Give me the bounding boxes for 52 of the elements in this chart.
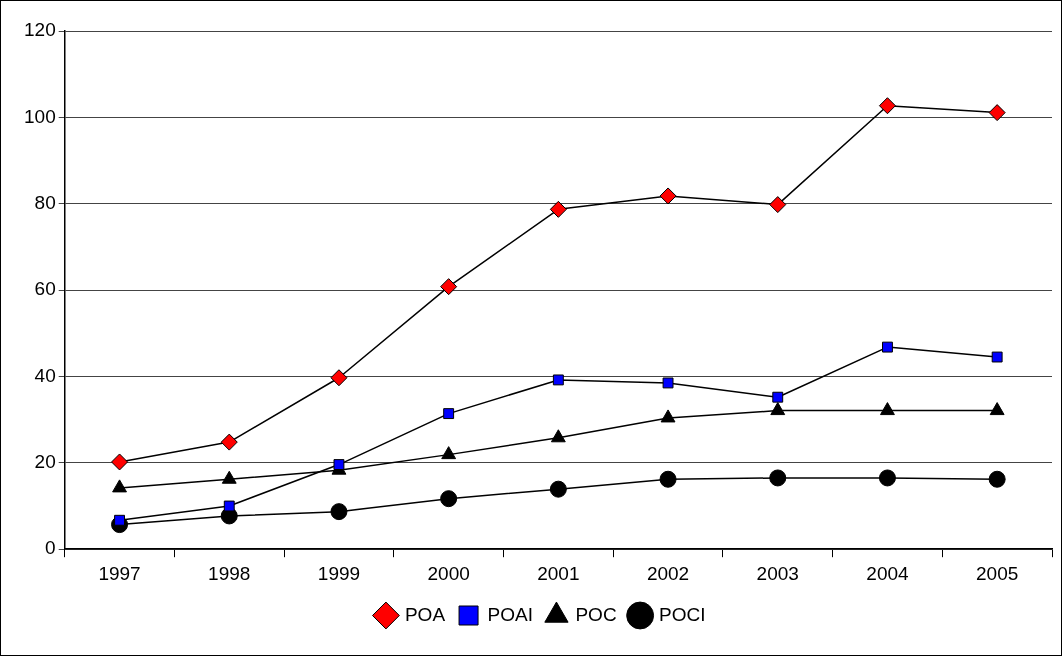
point xyxy=(549,480,567,498)
point xyxy=(441,446,457,460)
point xyxy=(333,459,345,471)
point xyxy=(988,104,1006,122)
point xyxy=(223,500,235,512)
point xyxy=(659,187,677,205)
point xyxy=(882,341,893,353)
x-tick-label: 2005 xyxy=(976,562,1019,584)
point xyxy=(221,470,237,484)
x-tick-label: 2004 xyxy=(866,562,910,584)
x-tick-label: 1998 xyxy=(208,562,251,584)
legend-label: POC xyxy=(575,603,617,625)
point xyxy=(659,470,677,488)
point xyxy=(440,278,458,296)
point xyxy=(330,503,348,521)
y-tick-label: 120 xyxy=(24,19,56,41)
y-tick-label: 100 xyxy=(24,105,56,127)
y-tick-label: 80 xyxy=(34,191,56,213)
point xyxy=(549,200,567,218)
point xyxy=(550,429,566,443)
point xyxy=(770,402,786,416)
point xyxy=(991,351,1003,363)
point xyxy=(440,490,458,508)
point xyxy=(443,408,455,420)
legend-label: POAI xyxy=(487,603,533,625)
point xyxy=(769,469,787,487)
point xyxy=(772,391,784,403)
point xyxy=(552,374,564,386)
point xyxy=(878,97,896,115)
point xyxy=(878,469,896,487)
legend-label: POCI xyxy=(659,603,706,625)
point xyxy=(880,402,895,416)
y-tick-label: 20 xyxy=(34,451,56,473)
y-tick-label: 60 xyxy=(34,278,56,300)
point xyxy=(989,402,1005,416)
point xyxy=(330,369,348,387)
point xyxy=(988,470,1006,488)
y-tick-label: 40 xyxy=(34,364,56,386)
x-tick-label: 2000 xyxy=(427,562,470,584)
y-tick-label: 0 xyxy=(45,537,56,559)
x-tick-label: 2002 xyxy=(646,562,690,584)
x-tick-label: 2001 xyxy=(537,562,580,584)
point xyxy=(769,196,787,214)
point xyxy=(112,479,127,493)
x-tick-label: 2003 xyxy=(756,562,799,584)
point xyxy=(662,377,674,389)
point xyxy=(660,409,676,423)
legend-label: POA xyxy=(404,603,446,625)
x-tick-label: 1999 xyxy=(317,562,361,584)
point xyxy=(220,433,238,451)
x-tick-label: 1997 xyxy=(98,562,141,584)
point xyxy=(111,453,129,471)
